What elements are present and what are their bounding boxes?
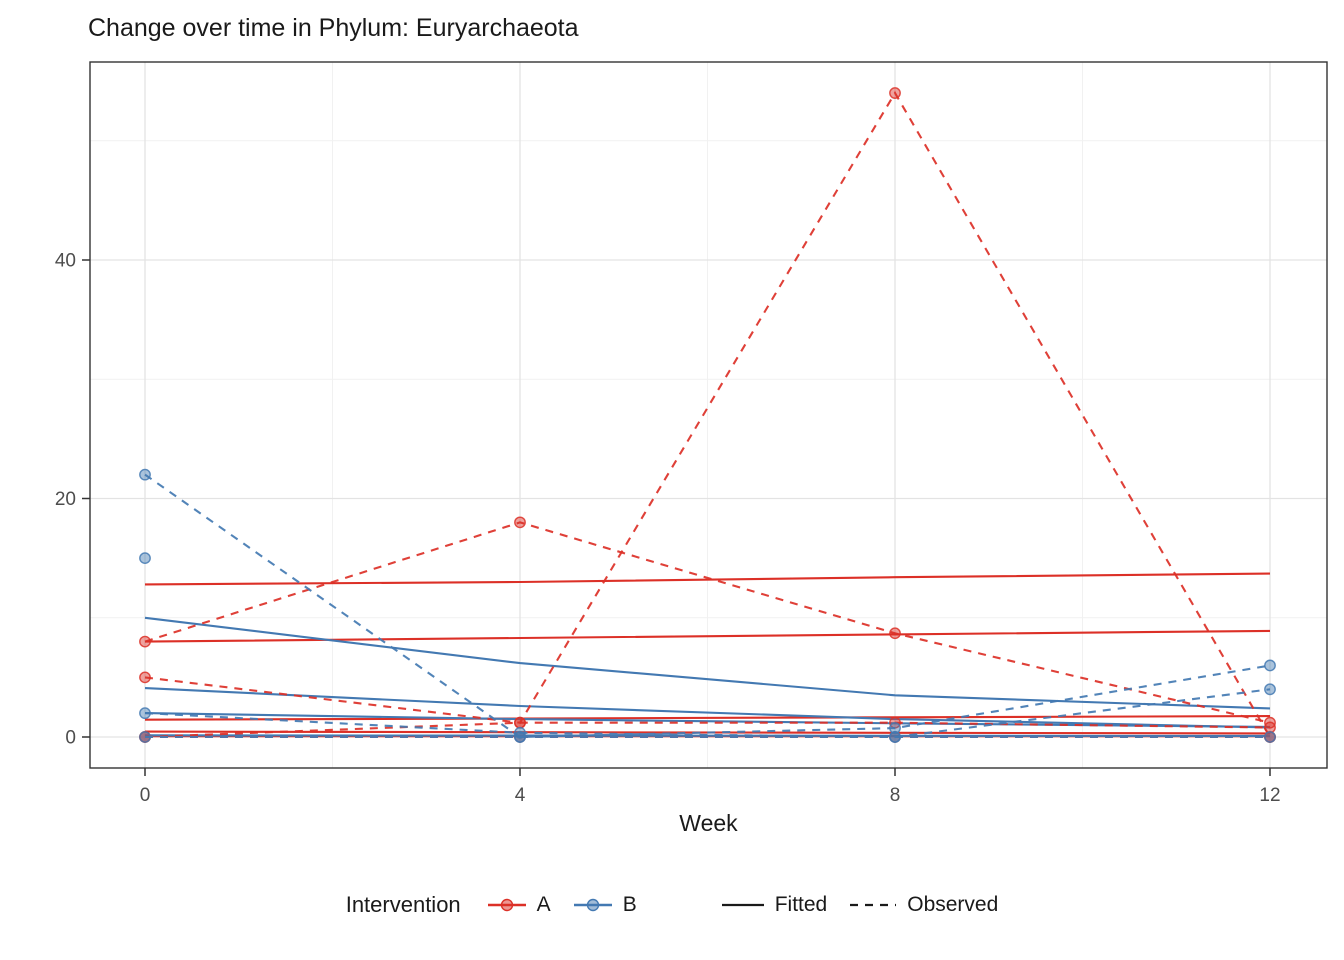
y-tick-label: 40: [55, 251, 76, 272]
data-point: [889, 87, 901, 99]
data-point: [1264, 721, 1276, 734]
data-point: [139, 707, 151, 720]
series-B-observed-4: [139, 731, 1276, 743]
legend: Intervention A B Fitted: [0, 892, 1344, 918]
gridlines-minor: [90, 62, 1327, 768]
series-A-fitted-1: [144, 572, 1271, 586]
data-point: [1264, 659, 1276, 672]
legend-label-observed: Observed: [907, 893, 999, 916]
legend-label-a: A: [536, 893, 551, 916]
chart-title: Change over time in Phylum: Euryarchaeot…: [88, 14, 579, 42]
y-tick-label: 0: [65, 728, 76, 749]
data-point: [139, 731, 151, 743]
y-tick-label: 20: [55, 489, 76, 510]
legend-key-fitted-icon: [721, 903, 764, 907]
data-point: [889, 627, 901, 640]
data-point: [1264, 683, 1276, 696]
data-point: [514, 731, 526, 743]
legend-item-fitted: Fitted: [721, 893, 828, 917]
data-point: [139, 635, 151, 648]
data-point: [514, 516, 526, 529]
series-B-fitted-4: [144, 734, 1271, 737]
data-point: [514, 716, 526, 729]
data-point: [889, 722, 901, 734]
series-B-fitted-1: [144, 616, 1271, 710]
x-tick-label: 4: [515, 785, 526, 806]
series-B-observed-1: [139, 468, 1276, 743]
x-tick-label: 8: [890, 785, 901, 806]
x-tick-label: 0: [140, 785, 151, 806]
x-axis-title: Week: [679, 810, 738, 836]
data-point: [139, 552, 151, 565]
x-tick-label: 12: [1259, 785, 1280, 806]
legend-key-a-icon: [487, 898, 526, 912]
legend-key-observed-icon: [850, 903, 897, 907]
legend-label-fitted: Fitted: [774, 893, 828, 916]
series-A-observed-3: [139, 716, 1276, 743]
panel-border: [89, 61, 1328, 769]
legend-item-a: A: [487, 893, 551, 917]
legend-item-observed: Observed: [849, 893, 998, 917]
legend-key-b-icon: [573, 898, 612, 912]
axis-tick-labels: 0 20 40 0 4 8 12: [55, 251, 1281, 807]
series-A-fitted-3: [144, 715, 1271, 721]
axis-ticks: [82, 259, 1271, 776]
series-B-fitted-2: [144, 687, 1271, 729]
legend-title: Intervention: [345, 892, 461, 917]
series-B-observed-2: [139, 552, 151, 565]
series-A-observed-2: [139, 516, 1276, 729]
legend-label-b: B: [622, 893, 637, 916]
data-point: [1264, 731, 1276, 743]
panel-background: [90, 62, 1327, 768]
data-point: [889, 731, 901, 743]
data-point: [139, 671, 151, 684]
legend-item-b: B: [573, 893, 637, 917]
data-point: [139, 468, 151, 481]
